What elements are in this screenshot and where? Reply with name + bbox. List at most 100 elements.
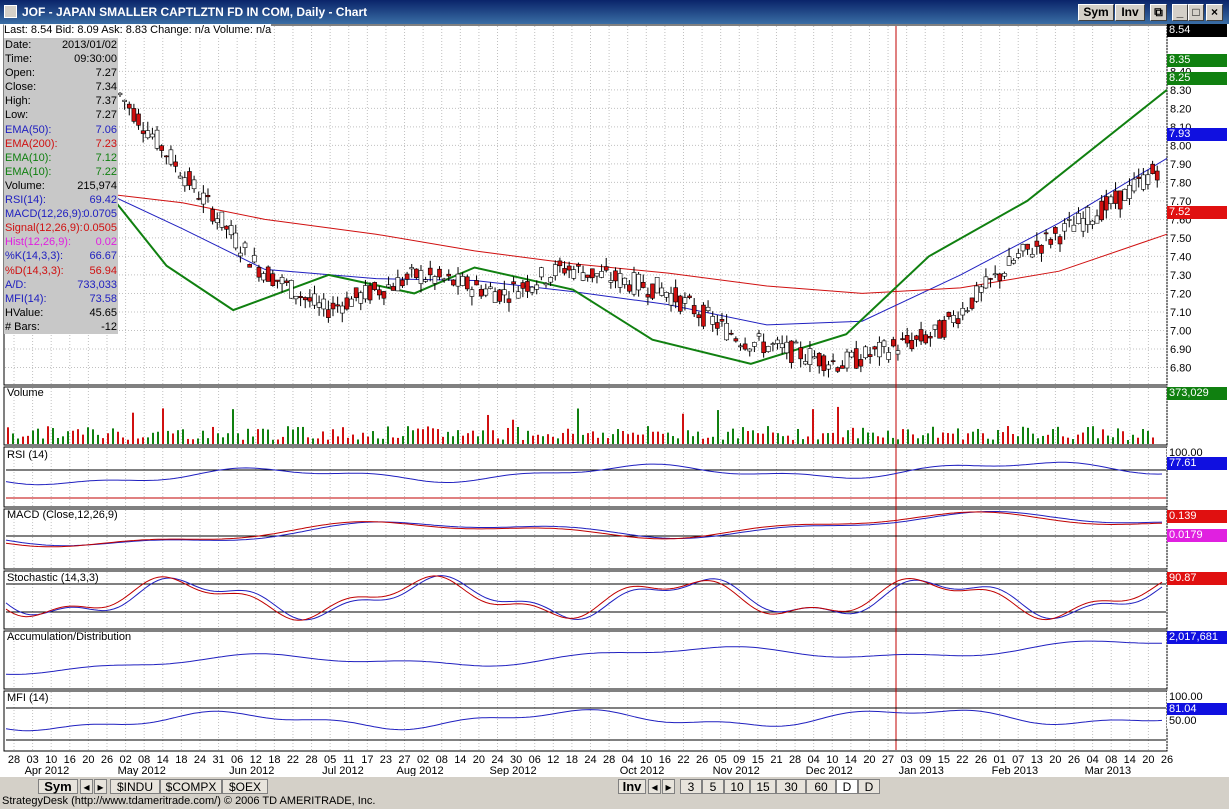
scroll-left-icon[interactable]: ◂ — [80, 779, 93, 794]
candle-body — [955, 318, 961, 325]
interval-tab-10[interactable]: 10 — [724, 779, 750, 794]
candle-body — [506, 298, 512, 303]
interval-tab-30[interactable]: 30 — [776, 779, 806, 794]
candle-body — [469, 289, 475, 297]
candle-body — [390, 286, 396, 291]
candle-body — [256, 267, 262, 278]
quote-line: Last: 8.54 Bid: 8.09 Ask: 8.83 Change: n… — [4, 24, 272, 38]
maximize-icon[interactable]: □ — [1188, 4, 1204, 21]
candle-body — [529, 286, 535, 293]
x-month-label: Jun 2012 — [229, 765, 274, 776]
info-row: MFI(14): 73.58 — [4, 292, 118, 306]
candle-body — [515, 291, 521, 299]
candle-body — [978, 286, 984, 293]
interval-tab-3[interactable]: 3 — [680, 779, 702, 794]
x-day-label: 13 — [1031, 754, 1043, 766]
candle-body — [622, 277, 628, 285]
ema10-lower-tag: 8.25 — [1167, 72, 1227, 85]
candle-body — [983, 276, 989, 289]
candle-body — [701, 304, 706, 327]
candle-body — [404, 273, 410, 280]
x-month-label: Jan 2013 — [899, 765, 944, 776]
scroll-right-icon[interactable]: ▸ — [94, 779, 107, 794]
price-axis-label: 7.90 — [1170, 159, 1191, 171]
symbol-tab-compx[interactable]: $COMPX — [160, 779, 222, 794]
candle-body — [275, 279, 280, 282]
candle-body — [520, 282, 526, 289]
info-value: 09:30:00 — [74, 53, 117, 66]
x-month-label: Sep 2012 — [490, 765, 537, 776]
x-month-label: Oct 2012 — [620, 765, 665, 776]
candle-body — [321, 298, 327, 310]
sym-tab[interactable]: Sym — [38, 779, 78, 794]
x-day-label: 24 — [491, 754, 503, 766]
candle-body — [765, 346, 771, 352]
candle-body — [326, 309, 331, 318]
x-day-label: 20 — [473, 754, 485, 766]
inv-tab[interactable]: Inv — [618, 779, 646, 794]
x-day-label: 12 — [547, 754, 559, 766]
last-price-tag: 8.54 — [1167, 24, 1227, 37]
candle-body — [238, 252, 243, 257]
x-day-label: 16 — [64, 754, 76, 766]
x-day-label: 17 — [361, 754, 373, 766]
chart-app-icon[interactable] — [4, 5, 17, 18]
panel-frame — [3, 690, 1168, 752]
interval-tab-5[interactable]: 5 — [702, 779, 724, 794]
interval-scroll-right-icon[interactable]: ▸ — [662, 779, 675, 794]
candle-body — [890, 339, 896, 347]
info-value: -12 — [101, 320, 117, 333]
interval-tab-60[interactable]: 60 — [806, 779, 836, 794]
close-icon[interactable]: × — [1206, 4, 1223, 21]
candle-body — [224, 225, 229, 230]
interval-tab-15[interactable]: 15 — [750, 779, 776, 794]
info-row: Close: 7.34 — [4, 80, 118, 94]
info-value: 733,033 — [77, 278, 117, 291]
candle-body — [548, 277, 553, 283]
candle-body — [673, 287, 678, 303]
candle-body — [812, 356, 817, 359]
chart-canvas[interactable]: 8.408.308.208.108.007.907.807.707.607.50… — [0, 24, 1229, 776]
sym-button[interactable]: Sym — [1078, 4, 1114, 21]
candle-body — [599, 271, 604, 278]
info-value: 7.23 — [95, 137, 117, 150]
candle-body — [608, 280, 614, 283]
candle-body — [580, 272, 586, 281]
candle-body — [247, 264, 252, 268]
candle-body — [627, 284, 632, 292]
info-value: 7.27 — [95, 109, 117, 122]
ema50-tag: 7.93 — [1167, 128, 1227, 141]
chart-area[interactable]: 8.408.308.208.108.007.907.807.707.607.50… — [0, 24, 1229, 776]
candle-body — [659, 287, 665, 296]
candle-body — [886, 352, 891, 360]
interval-tab-daily-2[interactable]: D — [858, 779, 880, 794]
symbol-tab-indu[interactable]: $INDU — [110, 779, 160, 794]
price-axis-label: 7.10 — [1170, 307, 1191, 319]
info-value: 45.65 — [89, 306, 117, 319]
detach-icon[interactable]: ⧉ — [1150, 4, 1167, 21]
candle-body — [1066, 219, 1072, 221]
candle-body — [779, 343, 785, 349]
interval-tab-daily[interactable]: D — [836, 779, 858, 794]
info-key: EMA(10): — [5, 165, 52, 178]
x-day-label: 08 — [1105, 754, 1117, 766]
candle-body — [423, 279, 428, 282]
candle-body — [830, 360, 836, 362]
x-day-label: 14 — [845, 754, 857, 766]
candle-body — [761, 341, 766, 354]
candle-body — [844, 351, 850, 369]
status-bar: StrategyDesk (http://www.tdameritrade.co… — [0, 795, 1229, 809]
stochastic-panel-label: Stochastic (14,3,3) — [7, 572, 99, 584]
candle-body — [270, 273, 276, 286]
x-day-label: 20 — [1049, 754, 1061, 766]
inv-button[interactable]: Inv — [1115, 4, 1145, 21]
ad-panel-label: Accumulation/Distribution — [7, 631, 132, 643]
info-value: 56.94 — [89, 264, 117, 277]
x-day-label: 10 — [640, 754, 652, 766]
price-axis-label: 7.40 — [1170, 251, 1191, 263]
minimize-icon[interactable]: _ — [1172, 4, 1188, 21]
price-axis-label: 8.20 — [1170, 103, 1191, 115]
interval-scroll-left-icon[interactable]: ◂ — [648, 779, 661, 794]
info-key: Volume: — [5, 179, 45, 192]
symbol-tab-oex[interactable]: $OEX — [222, 779, 268, 794]
